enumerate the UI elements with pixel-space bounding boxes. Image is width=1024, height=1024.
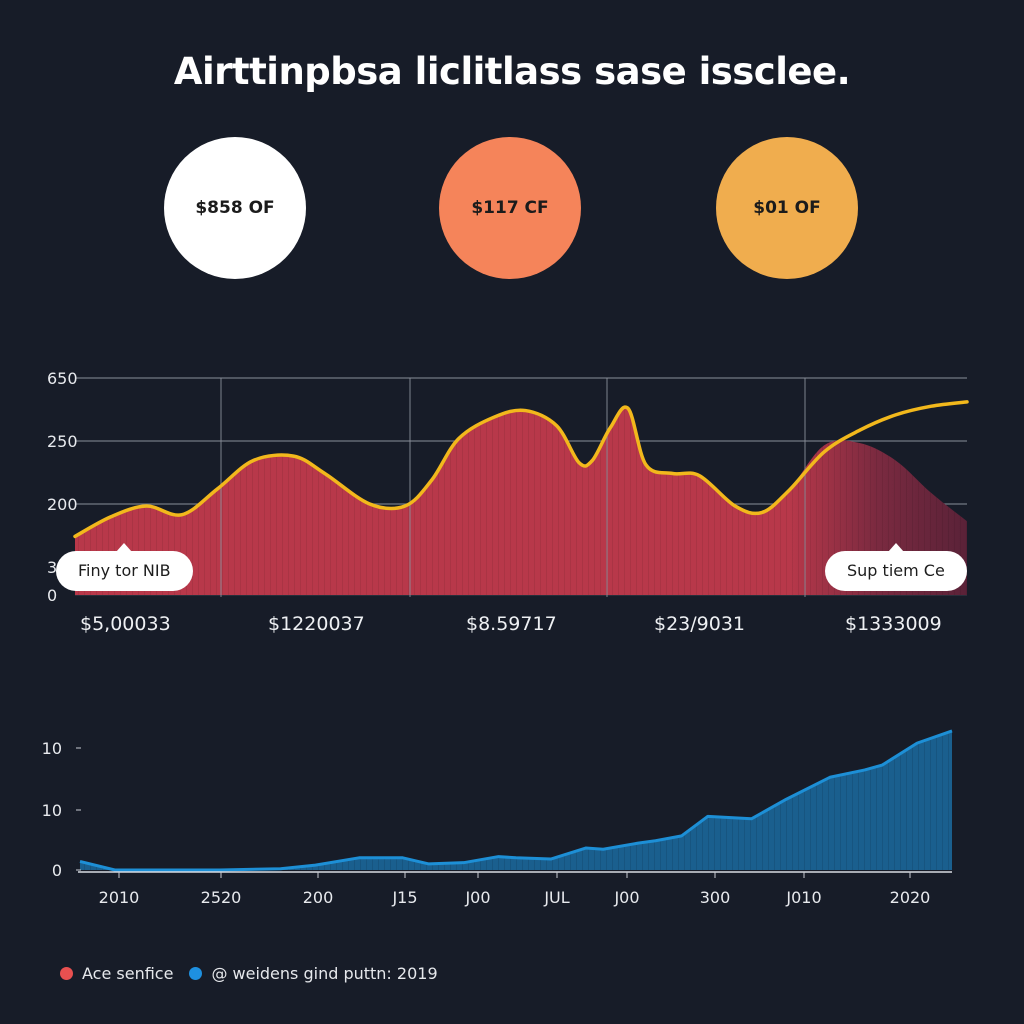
- legend-label-blue: @ weidens gind puttn: 2019: [211, 964, 437, 983]
- callout-left-label: Finy tor NIB: [78, 561, 171, 580]
- bottom-x-tick-label: J00: [464, 888, 490, 907]
- bottom-x-tick-label: J15: [391, 888, 417, 907]
- bottom-chart-area: [80, 731, 952, 870]
- legend-item-blue: @ weidens gind puttn: 2019: [189, 964, 437, 983]
- top-y-tick-label: 650: [47, 369, 78, 388]
- bottom-chart-y-ticks: 10 10 0: [42, 739, 81, 880]
- bottom-x-tick-label: 2020: [890, 888, 931, 907]
- legend-dot-red-icon: [60, 967, 73, 980]
- value-label: $8.59717: [466, 613, 557, 635]
- legend-dot-blue-icon: [189, 967, 202, 980]
- bottom-x-tick-label: 300: [700, 888, 731, 907]
- bottom-x-tick-label: 2010: [99, 888, 140, 907]
- bottom-x-tick-label: JUL: [543, 888, 569, 907]
- value-label: $5,00033: [80, 613, 171, 635]
- legend: Ace senfice @ weidens gind puttn: 2019: [60, 964, 454, 983]
- callout-right: Sup tiem Ce: [825, 551, 967, 591]
- bottom-x-tick-label: 200: [303, 888, 334, 907]
- value-label: $1220037: [268, 613, 365, 635]
- legend-item-red: Ace senfice: [60, 964, 173, 983]
- bottom-x-tick-label: J010: [785, 888, 821, 907]
- bottom-chart-x-ticks: 2010 2520 200 J15 J00 JUL J00 300 J010 2020: [99, 872, 931, 907]
- bottom-y-tick-label: 10: [42, 739, 62, 758]
- legend-label-red: Ace senfice: [82, 964, 173, 983]
- top-y-tick-label: 200: [47, 495, 78, 514]
- callout-right-label: Sup tiem Ce: [847, 561, 945, 580]
- value-label: $1333009: [845, 613, 942, 635]
- callout-left: Finy tor NIB: [56, 551, 193, 591]
- bottom-y-tick-label: 10: [42, 801, 62, 820]
- bottom-area-texture: [80, 731, 952, 870]
- top-y-tick-label: 250: [47, 432, 78, 451]
- value-label: $23/9031: [654, 613, 745, 635]
- top-y-tick-label: 0: [47, 586, 57, 605]
- bottom-y-tick-label: 0: [52, 861, 62, 880]
- charts-canvas: 65025020030 10100 20102520200J15J00JULJ0…: [0, 0, 1024, 1024]
- bottom-x-tick-label: 2520: [201, 888, 242, 907]
- bottom-x-tick-label: J00: [613, 888, 639, 907]
